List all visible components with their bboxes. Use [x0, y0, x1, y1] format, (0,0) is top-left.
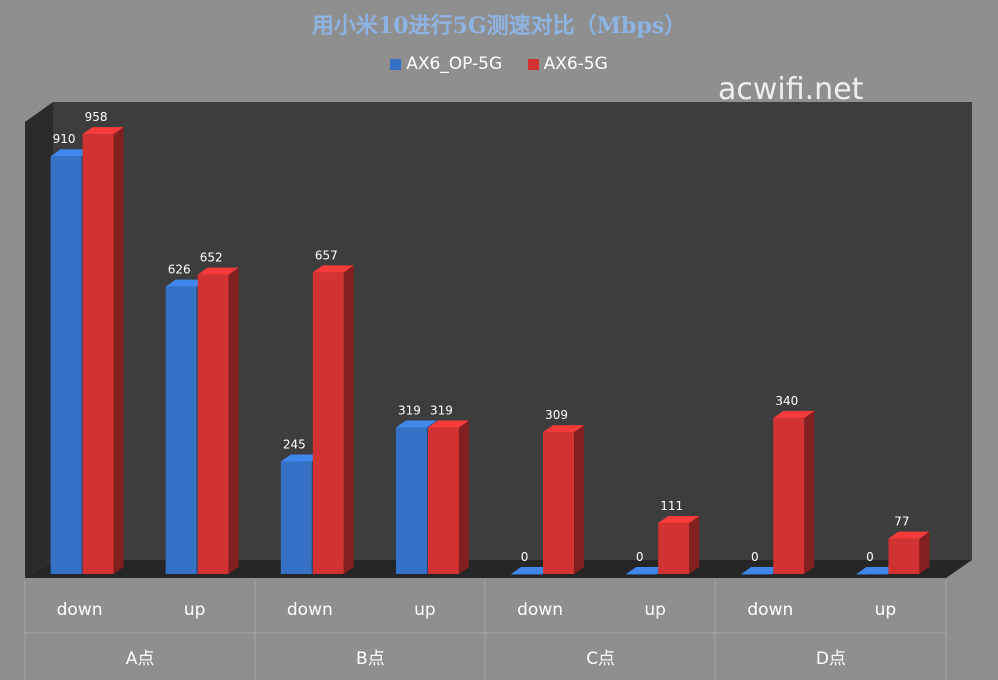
data-label: 910: [53, 132, 76, 146]
category-label: up: [184, 600, 206, 620]
data-label: 319: [430, 404, 453, 418]
bar-AX6_OP-5G-4: [511, 567, 553, 575]
category-label: up: [414, 600, 436, 620]
category-axis-grid: [24, 580, 947, 680]
bar-AX6-5G-1: [197, 267, 239, 574]
chart-floor: [25, 560, 972, 578]
data-label: 319: [398, 404, 421, 418]
category-label: up: [875, 600, 897, 620]
legend-item-1: AX6_OP-5G: [390, 54, 502, 74]
bar-AX6-5G-4: [543, 425, 585, 574]
chart-back-wall: [53, 102, 972, 560]
group-label: D点: [816, 649, 846, 669]
category-label: down: [517, 600, 563, 620]
category-label: down: [747, 600, 793, 620]
data-label: 77: [894, 515, 909, 529]
legend-item-2: AX6-5G: [527, 54, 608, 74]
bar-AX6-5G-0: [82, 127, 124, 575]
watermark: acwifi.net: [718, 72, 864, 107]
group-label: C点: [586, 649, 615, 669]
legend-swatch-2: [527, 59, 539, 70]
category-label: down: [287, 600, 333, 620]
data-label: 340: [775, 394, 798, 408]
legend-swatch-1: [390, 59, 402, 70]
bar-AX6-5G-5: [658, 516, 700, 574]
data-label: 111: [660, 499, 683, 513]
data-label: 626: [168, 263, 191, 277]
bar-AX6_OP-5G-6: [741, 567, 783, 575]
data-label: 652: [200, 251, 223, 265]
data-label: 0: [866, 550, 874, 564]
legend-label-2: AX6-5G: [543, 54, 608, 74]
bars-layer: [50, 127, 930, 575]
data-label: 0: [751, 550, 759, 564]
data-label: 245: [283, 438, 306, 452]
labels-layer: 910 958 down 626 652 up 245 657 down 319 319 up 0 309…: [53, 110, 910, 669]
bar-AX6-5G-6: [773, 410, 815, 574]
bar-AX6_OP-5G-5: [626, 567, 668, 575]
data-label: 0: [636, 550, 644, 564]
bar-AX6-5G-2: [312, 265, 354, 574]
data-label: 657: [315, 248, 338, 262]
chart-title: 用小米10进行5G测速对比（Mbps）: [311, 13, 687, 39]
group-label: B点: [356, 649, 385, 669]
category-label: up: [644, 600, 666, 620]
data-label: 958: [85, 110, 108, 124]
group-label: A点: [126, 649, 155, 669]
legend: AX6_OP-5G AX6-5G: [0, 54, 998, 74]
legend-label-1: AX6_OP-5G: [406, 54, 503, 74]
bar-AX6_OP-5G-7: [856, 567, 898, 575]
category-label: down: [57, 600, 103, 620]
chart-side-wall: [25, 102, 53, 578]
bar-AX6-5G-7: [888, 531, 930, 574]
data-label: 309: [545, 408, 568, 422]
data-label: 0: [521, 550, 529, 564]
bar-AX6-5G-3: [427, 420, 469, 574]
